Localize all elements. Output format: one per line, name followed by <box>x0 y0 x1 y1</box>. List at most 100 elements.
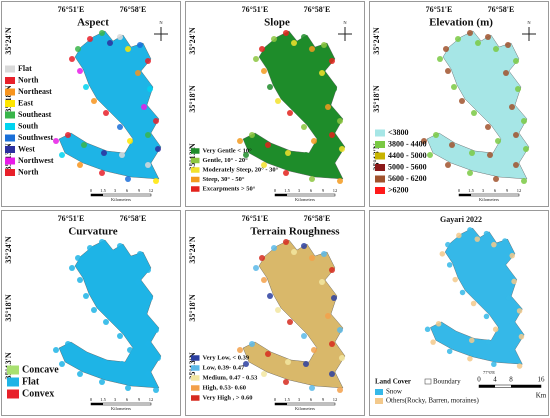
scale-label: 12 <box>333 397 338 402</box>
terrain-patch <box>145 267 151 273</box>
terrain-patch <box>91 98 97 104</box>
legend-label: >6200 <box>388 185 409 194</box>
north-label: N <box>343 20 347 25</box>
terrain-patch <box>117 124 123 130</box>
scale-label: 3 <box>298 397 301 402</box>
legend-label: Southeast <box>18 110 52 119</box>
terrain-patch <box>301 124 307 130</box>
terrain-patch <box>53 347 59 353</box>
legend-label: Medium, 0.47 - 0.53 <box>203 374 259 381</box>
legend-label: Flat <box>18 64 32 73</box>
terrain-patch <box>261 277 267 283</box>
terrain-patch <box>331 86 337 92</box>
terrain-patch <box>267 84 273 90</box>
longitude-label: 76°51'E <box>242 5 269 14</box>
terrain-patch <box>311 138 317 144</box>
terrain-patch <box>147 86 153 92</box>
latitude-label: 35°13'N <box>4 143 13 170</box>
north-label: N <box>527 20 531 25</box>
terrain-patch <box>155 355 161 361</box>
legend-label: Flat <box>22 376 40 387</box>
terrain-patch <box>430 339 436 345</box>
terrain-patch <box>127 347 133 353</box>
scale-label: 1.5 <box>468 188 474 193</box>
terrain-patch <box>467 170 473 176</box>
scale-bar <box>275 194 287 196</box>
terrain-patch <box>59 152 65 158</box>
legend-swatch <box>191 355 200 361</box>
terrain-patch <box>135 70 141 76</box>
terrain-patch <box>491 241 497 248</box>
legend-label: Moderately Steep, 20° - 30° <box>203 166 279 173</box>
terrain-patch <box>253 265 259 271</box>
terrain-patch <box>445 68 451 74</box>
terrain-patch <box>271 36 277 42</box>
scale-bar <box>511 385 541 388</box>
terrain-patch <box>449 142 455 148</box>
terrain-patch <box>337 327 343 333</box>
legend-swatch <box>5 169 15 176</box>
legend-title: Land Cover <box>375 378 411 386</box>
legend-swatch <box>5 100 15 107</box>
legend-swatch <box>5 111 15 119</box>
legend-label: Snow <box>386 388 403 396</box>
terrain-patch <box>237 347 243 353</box>
terrain-patch <box>491 361 497 367</box>
terrain-patch <box>259 255 265 261</box>
scale-label: 1.5 <box>100 397 106 402</box>
latitude-label: 35°24'N <box>188 236 197 263</box>
map-panel: 76°51'E76°58'E35°24'N35°18'N35°13'NEleva… <box>369 1 549 207</box>
terrain-patch <box>325 104 331 110</box>
panel-title: Gayari 2022 <box>440 215 482 224</box>
legend-swatch <box>5 157 15 165</box>
legend-swatch <box>5 65 15 73</box>
terrain-patch <box>101 150 107 156</box>
legend-label: North <box>18 167 39 176</box>
terrain-patch <box>339 146 345 152</box>
terrain-patch <box>75 46 81 52</box>
latitude-label: 35°24'N <box>4 27 13 54</box>
panel-title: Curvature <box>68 226 117 238</box>
terrain-patch <box>437 56 443 62</box>
terrain-patch <box>309 385 315 391</box>
scale-label: 1.5 <box>284 397 290 402</box>
legend-label: 3800 - 4400 <box>388 139 427 148</box>
legend-label: Concave <box>22 364 59 375</box>
scale-label: 0 <box>90 188 93 193</box>
terrain-patch <box>424 326 431 333</box>
scale-label: 12 <box>517 188 522 193</box>
terrain-patch <box>521 178 527 184</box>
legend-swatch <box>5 134 15 142</box>
legend-swatch <box>191 148 200 154</box>
terrain-patch <box>329 162 335 168</box>
scale-label: 6 <box>310 397 313 402</box>
terrain-patch <box>287 319 293 325</box>
terrain-patch <box>147 295 153 301</box>
terrain-patch <box>99 239 105 245</box>
latitude-label: 35°18'N <box>372 85 381 112</box>
terrain-patch <box>291 249 297 255</box>
terrain-patch <box>145 341 151 347</box>
scale-label: 12 <box>149 397 154 402</box>
terrain-patch <box>331 295 337 301</box>
terrain-patch <box>287 110 293 116</box>
legend-label: Low, 0.39- 0.47 <box>203 364 245 371</box>
terrain-patch <box>65 132 71 138</box>
terrain-patch <box>509 321 515 327</box>
map-panel: 76°51'E76°58'E35°24'N35°18'N35°13'NTerra… <box>185 210 365 416</box>
terrain-patch <box>65 341 71 347</box>
legend-label: <3800 <box>388 128 409 137</box>
scale-label: 8 <box>509 376 513 384</box>
terrain-patch <box>329 341 335 347</box>
terrain-patch <box>125 255 131 261</box>
scale-label: 6 <box>494 188 497 193</box>
terrain-patch <box>127 138 133 144</box>
terrain-patch <box>291 40 297 46</box>
terrain-patch <box>303 152 309 158</box>
scale-label: 3 <box>114 188 117 193</box>
scale-label: 3 <box>114 397 117 402</box>
terrain-patch <box>265 142 271 148</box>
terrain-patch <box>337 118 343 124</box>
terrain-patch <box>445 162 451 168</box>
terrain-patch <box>107 249 113 255</box>
